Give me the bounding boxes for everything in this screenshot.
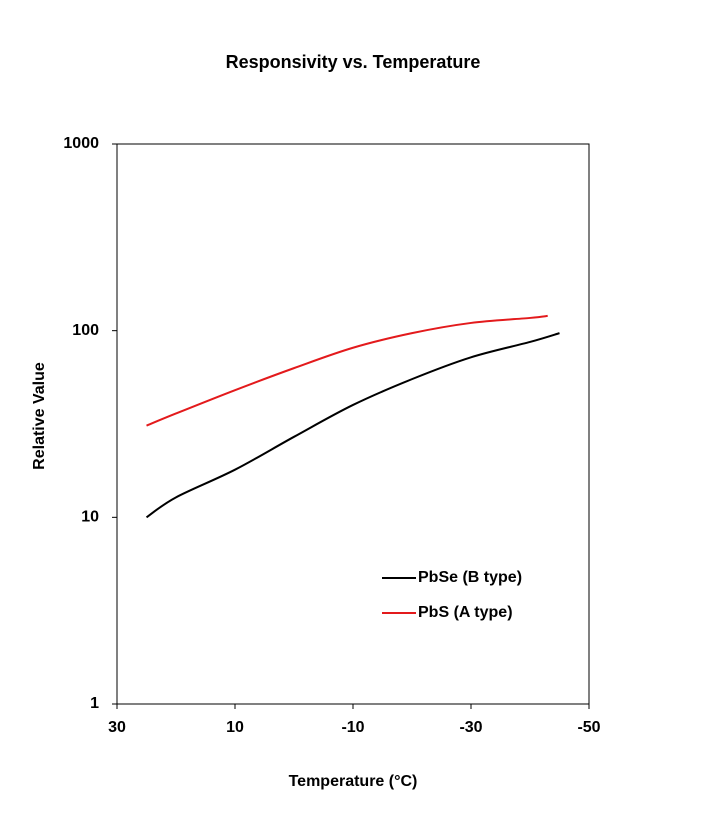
y-axis-label: Relative Value	[31, 362, 48, 470]
plot-frame	[116, 143, 590, 705]
x-axis-label: Temperature (°C)	[289, 773, 418, 790]
legend-label: PbSe (B type)	[418, 569, 522, 586]
x-tick-label: 10	[226, 719, 244, 736]
x-tick-label: -50	[577, 719, 600, 736]
series-line	[145, 332, 560, 519]
legend-label: PbS (A type)	[418, 604, 513, 621]
x-tick-label: -10	[341, 719, 364, 736]
y-tick-label: 1000	[63, 135, 99, 152]
x-tick-label: -30	[459, 719, 482, 736]
x-tick-label: 30	[108, 719, 126, 736]
y-tick-label: 100	[72, 322, 99, 339]
y-tick-label: 1	[90, 695, 99, 712]
series-line	[146, 314, 548, 427]
chart-title: Responsivity vs. Temperature	[226, 52, 481, 72]
y-tick-label: 10	[81, 509, 99, 526]
